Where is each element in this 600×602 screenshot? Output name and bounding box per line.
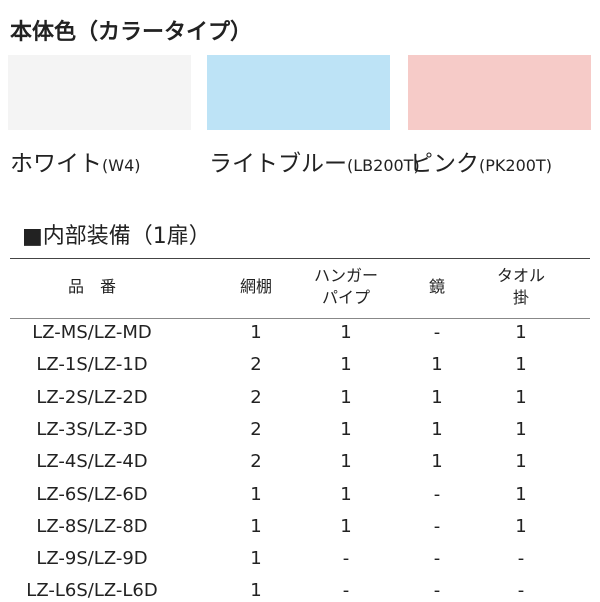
- value-cell: -: [433, 483, 441, 505]
- value-cell: -: [433, 548, 441, 570]
- value-cell: 1: [250, 483, 262, 505]
- value-cell: -: [342, 548, 350, 570]
- value-cell: 1: [515, 515, 527, 537]
- header-cell: 品 番: [67, 277, 117, 296]
- value-cell: 1: [250, 515, 262, 537]
- value-cell: 1: [431, 418, 443, 440]
- header-cell: ハンガー: [313, 266, 379, 285]
- value-cell: 1: [340, 483, 352, 505]
- value-cell: 1: [340, 386, 352, 408]
- model-cell: LZ-MS/LZ-MD: [32, 322, 152, 343]
- table-top-rule: [10, 258, 590, 259]
- value-cell: 1: [250, 548, 262, 570]
- value-cell: 1: [340, 418, 352, 440]
- header-cell: 掛: [512, 288, 530, 307]
- value-cell: -: [433, 580, 441, 602]
- color-code: (W4): [102, 156, 141, 175]
- value-cell: 1: [340, 451, 352, 473]
- value-cell: 2: [250, 418, 262, 440]
- model-cell: LZ-9S/LZ-9D: [36, 548, 148, 570]
- color-name: ピンク: [410, 151, 479, 177]
- value-cell: 2: [250, 354, 262, 376]
- color-swatch: [207, 55, 390, 130]
- color-name: ホワイト: [10, 151, 102, 177]
- value-cell: 1: [340, 354, 352, 376]
- value-cell: 2: [250, 386, 262, 408]
- value-cell: 2: [250, 451, 262, 473]
- color-code: (LB200T): [347, 156, 420, 175]
- model-cell: LZ-4S/LZ-4D: [36, 451, 148, 473]
- header-rule: [10, 318, 590, 319]
- value-cell: 1: [340, 322, 352, 343]
- value-cell: 1: [340, 515, 352, 537]
- value-cell: 1: [515, 418, 527, 440]
- color-swatch: [8, 55, 191, 130]
- header-cell: 鏡: [428, 277, 446, 296]
- model-cell: LZ-8S/LZ-8D: [36, 515, 148, 537]
- colors-title: 本体色（カラータイプ）: [10, 20, 253, 45]
- value-cell: 1: [515, 322, 527, 343]
- value-cell: 1: [431, 354, 443, 376]
- value-cell: 1: [515, 354, 527, 376]
- value-cell: 1: [431, 451, 443, 473]
- model-cell: LZ-3S/LZ-3D: [36, 418, 148, 440]
- model-cell: LZ-1S/LZ-1D: [36, 354, 148, 376]
- model-cell: LZ-L6S/LZ-L6D: [26, 580, 158, 602]
- color-label: ホワイト(W4): [10, 144, 140, 178]
- value-cell: 1: [515, 386, 527, 408]
- header-cell: タオル: [496, 266, 546, 285]
- value-cell: -: [517, 548, 525, 570]
- model-cell: LZ-2S/LZ-2D: [36, 386, 148, 408]
- equipment-title: ■内部装備（1扉）: [22, 224, 211, 249]
- color-label: ピンク(PK200T): [410, 144, 552, 178]
- value-cell: -: [433, 515, 441, 537]
- header-cell: パイプ: [321, 288, 371, 307]
- header-cell: 網棚: [239, 277, 273, 296]
- color-swatch: [408, 55, 591, 130]
- value-cell: 1: [250, 580, 262, 602]
- value-cell: 1: [515, 451, 527, 473]
- color-name: ライトブルー: [209, 151, 347, 177]
- value-cell: 1: [250, 322, 262, 343]
- color-label: ライトブルー(LB200T): [209, 144, 420, 178]
- value-cell: 1: [431, 386, 443, 408]
- value-cell: -: [517, 580, 525, 602]
- value-cell: -: [342, 580, 350, 602]
- model-cell: LZ-6S/LZ-6D: [36, 483, 148, 505]
- value-cell: -: [433, 322, 441, 343]
- value-cell: 1: [515, 483, 527, 505]
- color-code: (PK200T): [479, 156, 552, 175]
